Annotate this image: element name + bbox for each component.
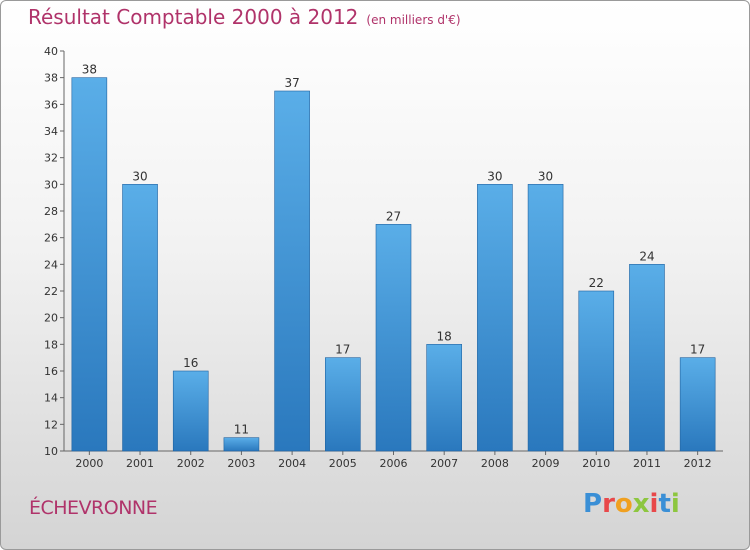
x-tick-label: 2002: [177, 457, 205, 470]
y-tick-label: 36: [44, 98, 58, 111]
x-tick-label: 2011: [633, 457, 661, 470]
bar: [679, 357, 716, 452]
bar: [274, 90, 310, 452]
logo-letter: P: [583, 489, 603, 519]
data-label: 22: [589, 276, 604, 290]
x-tick-label: 2008: [481, 457, 509, 470]
place-name: ÉCHEVRONNE: [29, 497, 158, 519]
y-tick-label: 12: [44, 418, 58, 431]
y-tick-label: 40: [44, 45, 58, 58]
bars: [71, 77, 716, 452]
y-tick-label: 28: [44, 205, 58, 218]
bar: [223, 437, 260, 452]
data-label: 30: [538, 169, 553, 183]
bar: [71, 77, 108, 452]
y-tick-label: 30: [44, 178, 58, 191]
bar: [325, 357, 361, 452]
x-tick-label: 2006: [380, 457, 408, 470]
bar: [578, 290, 615, 452]
bar: [375, 224, 412, 452]
chart-title: Résultat Comptable 2000 à 2012 (en millie…: [28, 5, 461, 29]
x-tick-label: 2000: [75, 457, 103, 470]
data-label: 27: [386, 209, 401, 223]
chart-subtitle: (en milliers d'€): [366, 13, 461, 27]
x-tick-label: 2012: [684, 457, 712, 470]
y-tick-label: 20: [44, 312, 58, 325]
logo-letter: t: [658, 489, 671, 519]
x-tick-label: 2001: [126, 457, 154, 470]
data-label: 17: [335, 343, 350, 357]
brand-logo: Proxiti: [583, 489, 680, 519]
bar: [477, 184, 513, 452]
data-label: 30: [487, 169, 502, 183]
logo-letter: o: [614, 489, 633, 519]
logo-letter: x: [632, 489, 650, 519]
y-tick-label: 34: [44, 125, 58, 138]
logo-letter: r: [602, 489, 615, 519]
x-tick-label: 2005: [329, 457, 357, 470]
logo-letter: i: [649, 489, 659, 519]
bar: [122, 184, 158, 452]
x-tick-label: 2009: [532, 457, 560, 470]
y-tick-label: 14: [44, 392, 58, 405]
x-tick-label: 2004: [278, 457, 306, 470]
y-tick-label: 22: [44, 285, 58, 298]
y-tick-label: 26: [44, 232, 58, 245]
y-tick-label: 16: [44, 365, 58, 378]
x-tick-label: 2003: [227, 457, 255, 470]
data-label: 17: [690, 343, 705, 357]
bar: [172, 370, 209, 452]
data-label: 16: [183, 356, 198, 370]
data-labels: 38 30 16 11 37 17 27 18 30 30 22 24 17: [82, 63, 706, 437]
y-tick-label: 10: [44, 445, 58, 458]
bar: [629, 264, 665, 452]
y-tick-label: 18: [44, 338, 58, 351]
x-tick-label: 2007: [430, 457, 458, 470]
logo-letter: i: [670, 489, 680, 519]
y-tick-label: 32: [44, 152, 58, 165]
data-label: 24: [639, 249, 654, 263]
axes: 10 12 14 16 18 20 22 24 26 28 30 32 34 36 38 40 2000 2001…: [44, 45, 723, 470]
y-tick-label: 24: [44, 258, 58, 271]
data-label: 11: [234, 423, 249, 437]
data-label: 37: [284, 76, 299, 90]
bar: [426, 344, 462, 452]
data-label: 18: [437, 329, 452, 343]
bar: [527, 184, 564, 452]
data-label: 38: [82, 63, 97, 77]
x-tick-label: 2010: [582, 457, 610, 470]
y-tick-label: 38: [44, 72, 58, 85]
data-label: 30: [132, 169, 147, 183]
